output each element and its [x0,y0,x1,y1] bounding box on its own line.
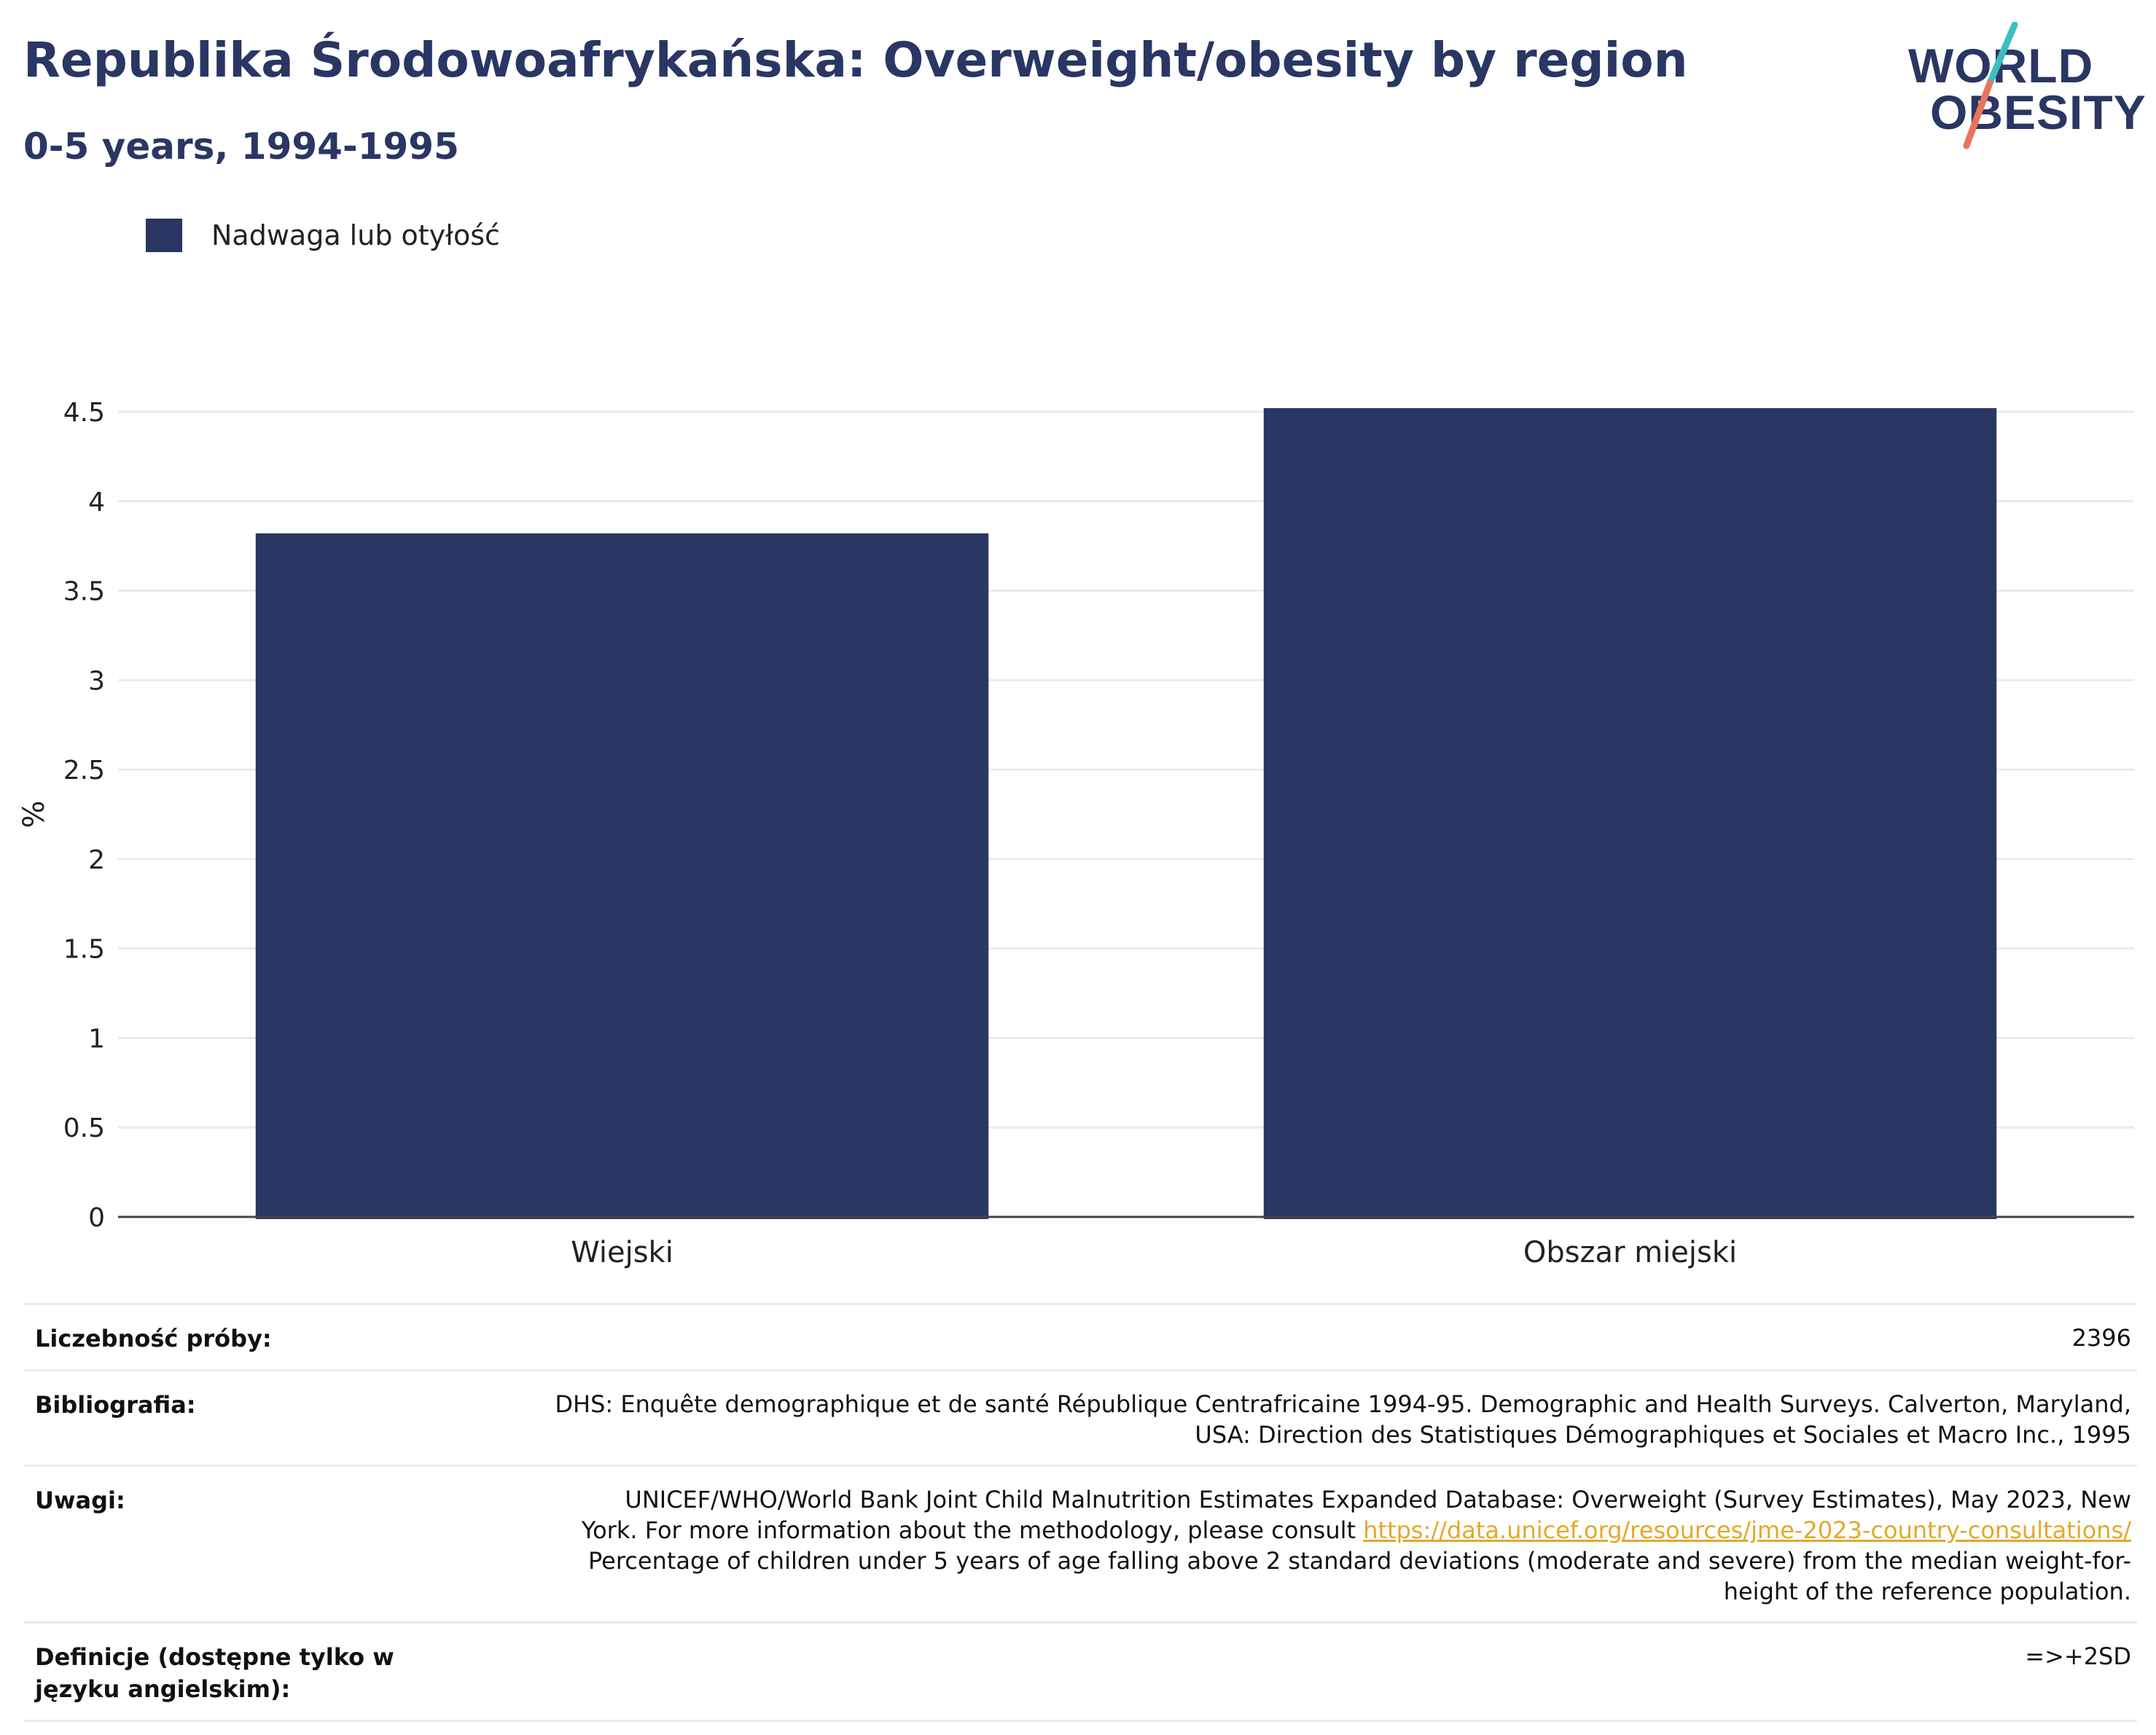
bar [255,533,989,1219]
definitions-value: =>+2SD [2025,1642,2131,1670]
y-tick-label: 0 [88,1203,105,1233]
definitions-label: Definicje (dostępne tylko w języku angie… [35,1643,394,1703]
chart-legend[interactable]: Nadwaga lub otyłość [146,219,500,252]
y-tick-label: 2 [88,845,105,875]
notes-line: UNICEF/WHO/World Bank Joint Child Malnut… [625,1486,2131,1513]
y-tick-label: 3.5 [63,577,105,607]
notes-row: Uwagi: UNICEF/WHO/World Bank Joint Child… [23,1465,2137,1621]
x-tick-label: Wiejski [571,1236,673,1269]
notes-line: Percentage of children under 5 years of … [588,1547,2131,1575]
bibliography-label: Bibliografia: [35,1391,196,1419]
legend-swatch [146,219,182,252]
bar [1263,408,1997,1219]
y-tick-label: 1 [88,1024,105,1054]
world-obesity-logo[interactable]: WORLD OBESITY [1908,22,2146,153]
y-tick-label: 3 [88,666,105,696]
info-table: Liczebność próby: 2396 Bibliografia: DHS… [23,1303,2137,1722]
y-axis-label: % [17,800,51,828]
notes-line: York. For more information about the met… [582,1515,2131,1546]
sample-size-row: Liczebność próby: 2396 [23,1303,2137,1369]
definitions-row: Definicje (dostępne tylko w języku angie… [23,1621,2137,1722]
bibliography-row: Bibliografia: DHS: Enquête demographique… [23,1369,2137,1465]
bibliography-line: DHS: Enquête demographique et de santé R… [555,1390,2131,1418]
methodology-link[interactable]: https://data.unicef.org/resources/jme-20… [1363,1516,2131,1544]
legend-label: Nadwaga lub otyłość [211,219,500,251]
bibliography-line: USA: Direction des Statistiques Démograp… [1195,1421,2131,1449]
logo-text-obesity: OBESITY [1930,85,2147,139]
notes-value: UNICEF/WHO/World Bank Joint Child Malnut… [582,1484,2137,1607]
bar-chart: 0 0.5 1 1.5 2 2.5 3 3.5 4 4.5% Wiejski Obszar miejs… [17,398,2134,1269]
chart-subtitle: 0-5 years, 1994-1995 [23,125,459,168]
logo-slash-icon [1963,22,2018,149]
y-tick-label: 2.5 [63,756,105,786]
notes-label: Uwagi: [35,1487,125,1514]
bibliography-value: DHS: Enquête demographique et de santé R… [555,1389,2137,1450]
chart-title: Republika Środowoafrykańska: Overweight/… [23,32,1688,88]
notes-line: height of the reference population. [1723,1578,2131,1605]
sample-size-value: 2396 [2071,1324,2131,1352]
sample-size-label: Liczebność próby: [35,1325,272,1352]
y-tick-label: 0.5 [63,1113,105,1143]
x-tick-label: Obszar miejski [1523,1236,1737,1269]
notes-text: York. For more information about the met… [581,1516,1364,1544]
y-tick-label: 4 [88,487,105,517]
y-tick-label: 1.5 [63,935,105,965]
y-tick-label: 4.5 [63,398,105,428]
